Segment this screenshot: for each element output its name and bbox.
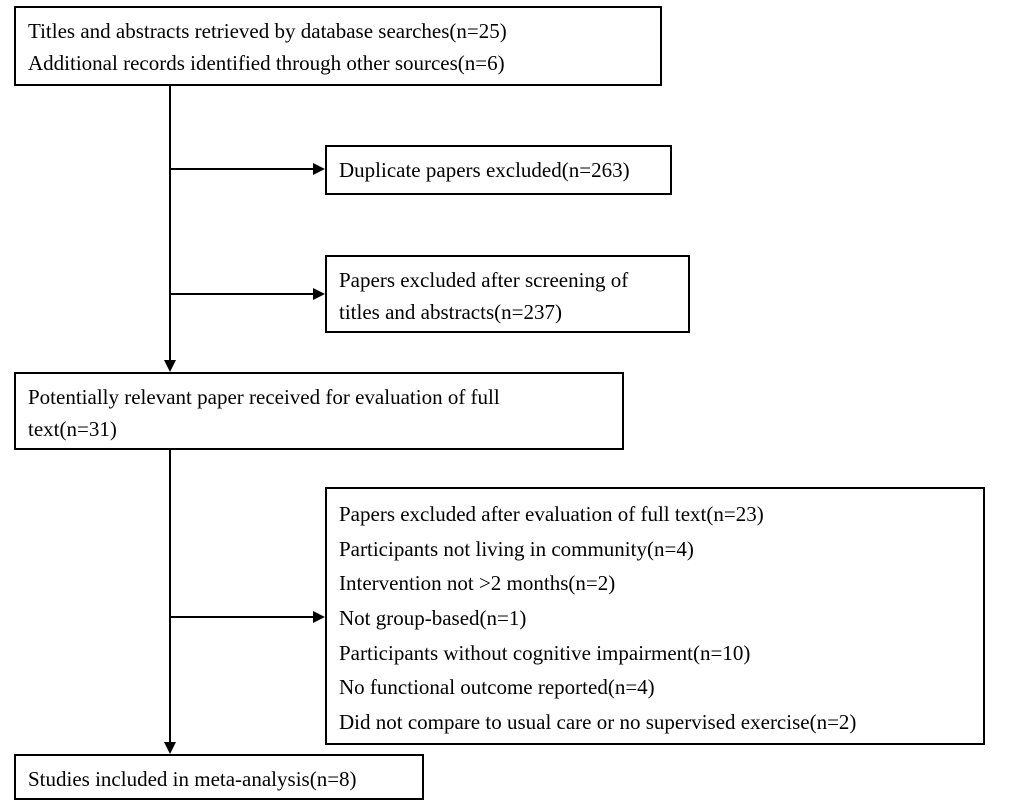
- arrow-head-to-box5: [313, 611, 325, 623]
- box1-line1: Titles and abstracts retrieved by databa…: [28, 16, 648, 48]
- arrow-spine-2: [169, 450, 171, 742]
- box-screening-excluded: Papers excluded after screening of title…: [325, 255, 690, 333]
- box-fulltext-excluded: Papers excluded after evaluation of full…: [325, 487, 985, 745]
- box-duplicates-excluded: Duplicate papers excluded(n=263): [325, 145, 672, 195]
- box5-line5: Participants without cognitive impairmen…: [339, 636, 971, 671]
- box4-line1: Potentially relevant paper received for …: [28, 382, 610, 414]
- box3-line1: Papers excluded after screening of: [339, 265, 676, 297]
- box5-line3: Intervention not >2 months(n=2): [339, 566, 971, 601]
- arrow-to-box5: [170, 616, 313, 618]
- box5-line7: Did not compare to usual care or no supe…: [339, 705, 971, 740]
- box5-line6: No functional outcome reported(n=4): [339, 670, 971, 705]
- box5-line2: Participants not living in community(n=4…: [339, 532, 971, 567]
- box5-line4: Not group-based(n=1): [339, 601, 971, 636]
- arrow-head-to-box6: [164, 742, 176, 754]
- box-included: Studies included in meta-analysis(n=8): [14, 754, 424, 800]
- arrow-head-to-box3: [313, 288, 325, 300]
- box-fulltext-review: Potentially relevant paper received for …: [14, 372, 624, 450]
- box1-line2: Additional records identified through ot…: [28, 48, 648, 80]
- box2-text: Duplicate papers excluded(n=263): [339, 158, 630, 182]
- arrow-head-to-box2: [313, 163, 325, 175]
- box3-line2: titles and abstracts(n=237): [339, 297, 676, 329]
- box-identification: Titles and abstracts retrieved by databa…: [14, 6, 662, 86]
- box4-line2: text(n=31): [28, 414, 610, 446]
- arrow-head-to-box4: [164, 360, 176, 372]
- box6-text: Studies included in meta-analysis(n=8): [28, 767, 357, 791]
- arrow-spine-1: [169, 86, 171, 362]
- arrow-to-box2: [170, 168, 313, 170]
- arrow-to-box3: [170, 293, 313, 295]
- box5-line1: Papers excluded after evaluation of full…: [339, 497, 971, 532]
